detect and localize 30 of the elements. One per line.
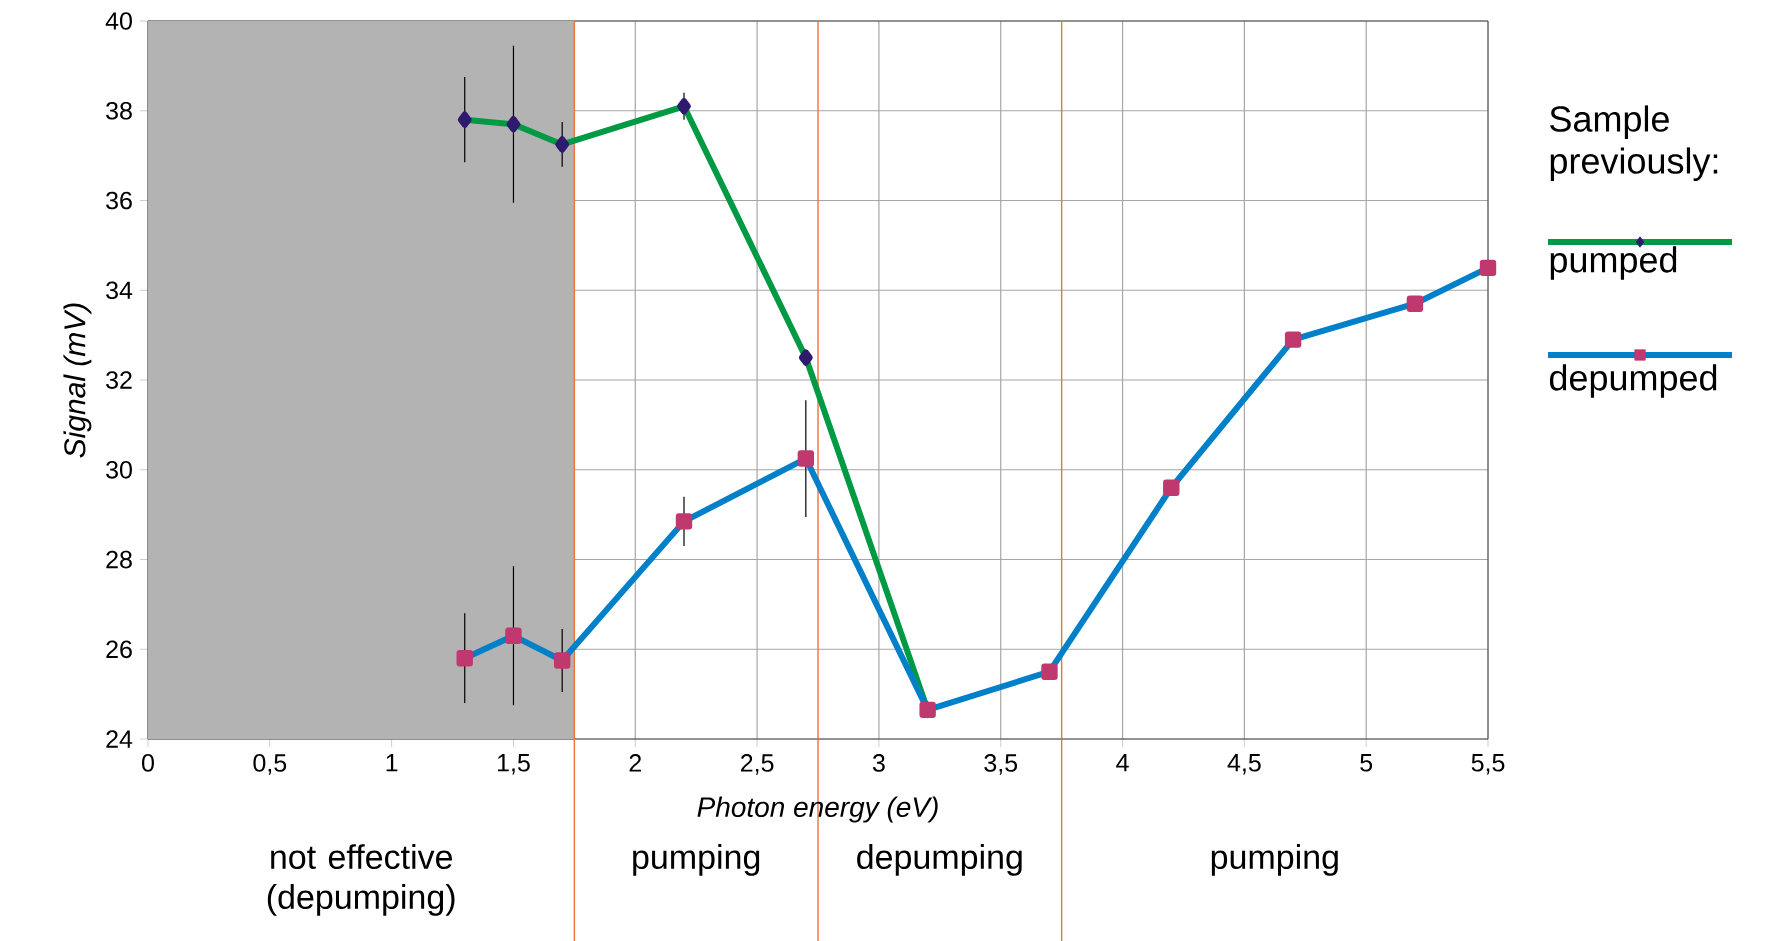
y-tick-label: 24	[106, 730, 133, 748]
x-tick-label: 3	[872, 754, 885, 772]
y-tick-label: 28	[106, 550, 132, 569]
legend-label: depumped	[1549, 364, 1717, 398]
x-tick-label: 4	[1116, 754, 1129, 772]
y-axis-title: Signal (mV)	[63, 303, 92, 458]
legend-title: Sample previously:	[1550, 105, 1718, 181]
x-tick-label: 1,5	[498, 754, 530, 775]
x-tick-label: 4,5	[1227, 754, 1261, 775]
x-tick-label: 0	[142, 754, 154, 772]
x-tick-label: 5	[1360, 754, 1373, 772]
x-tick-label: 1	[386, 754, 398, 772]
y-tick-label: 40	[105, 12, 132, 30]
x-tick-label: 3,5	[984, 754, 1018, 775]
y-tick-label: 26	[106, 640, 132, 659]
y-tick-label: 38	[106, 101, 132, 120]
x-axis-title: Photon energy (eV)	[697, 796, 938, 823]
y-tick-label: 34	[106, 281, 133, 300]
y-tick-label: 36	[106, 191, 132, 210]
text: not effective (depumping)	[267, 844, 455, 916]
text: depumping	[857, 844, 1022, 876]
x-tick-label: 2	[629, 754, 641, 772]
x-tick-label: 0,5	[253, 754, 287, 775]
legend-label: pumped	[1550, 246, 1677, 280]
text: pumping	[633, 844, 760, 876]
y-tick-label: 32	[106, 371, 132, 389]
y-tick-label: 30	[106, 460, 132, 479]
x-tick-label: 5,5	[1471, 754, 1505, 775]
text: pumping	[1211, 844, 1338, 876]
x-tick-label: 2,5	[740, 754, 774, 775]
